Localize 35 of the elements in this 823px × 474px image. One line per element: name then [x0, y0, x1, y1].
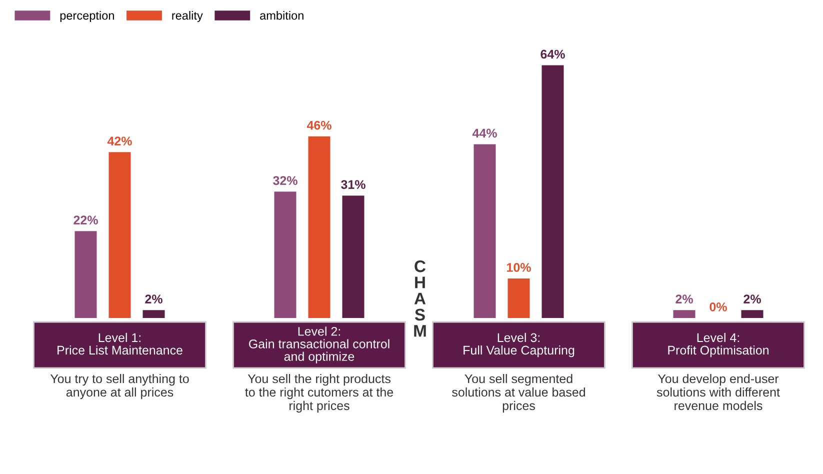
x-tick-label: Level 3: Full Value Capturing [464, 332, 574, 358]
bar [342, 196, 364, 318]
bar [74, 231, 97, 318]
bar [108, 152, 131, 318]
bar [741, 310, 764, 318]
data-label: 0% [710, 302, 727, 312]
annotation: CHASM [414, 260, 426, 337]
text: You sell the right products to the right cutomers at the right prices [245, 374, 394, 413]
bar [542, 65, 564, 318]
data-label: 31% [341, 180, 366, 189]
bar [142, 310, 165, 318]
data-label: 64% [540, 50, 565, 59]
text: You try to sell anything to anyone at all prices [50, 374, 189, 400]
x-tick-label: Level 1: Price List Maintenance [58, 332, 182, 355]
text: You sell segmented solutions at value based prices [452, 374, 586, 413]
data-label: 44% [472, 128, 497, 138]
data-label: 46% [306, 120, 332, 130]
bar [308, 136, 330, 318]
bar [274, 192, 296, 318]
bar [508, 278, 530, 318]
x-tick-label: Level 4: Profit Optimisation [668, 332, 768, 358]
legend-label: perception [60, 11, 114, 22]
data-label: 42% [107, 136, 132, 146]
data-label: 22% [74, 216, 98, 224]
legend-label: reality [172, 11, 203, 22]
legend-label: ambition [260, 11, 304, 20]
data-label: 32% [273, 176, 298, 186]
data-label: 10% [507, 263, 531, 272]
bar [474, 144, 496, 318]
data-label: 2% [676, 294, 693, 304]
text: You develop end-user solutions with different revenue models [656, 374, 780, 410]
x-tick-label: Level 2: Gain transactional control and optimize [249, 326, 390, 364]
bar [673, 310, 696, 318]
data-label: 2% [744, 294, 761, 304]
data-label: 2% [145, 294, 162, 304]
